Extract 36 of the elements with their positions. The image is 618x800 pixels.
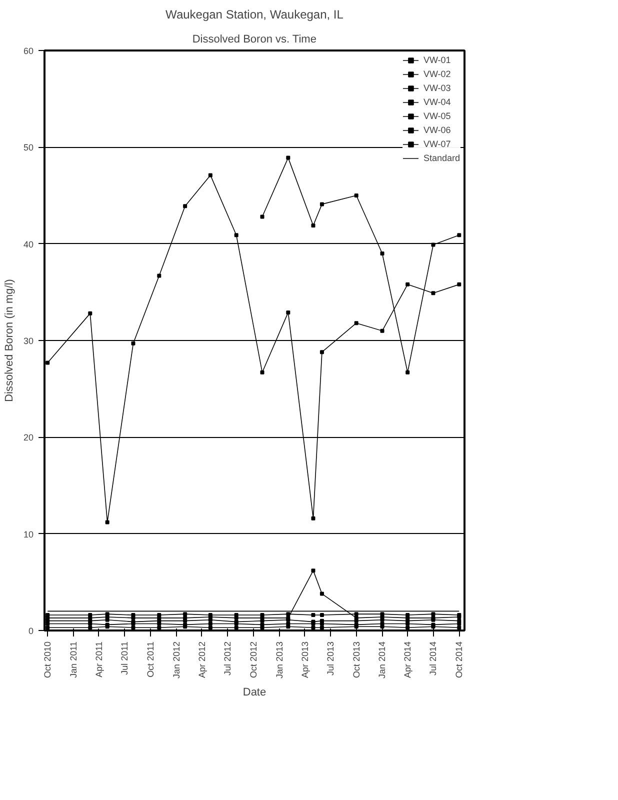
y-tick-label: 30 <box>23 336 34 346</box>
legend-label: VW-03 <box>423 82 451 94</box>
x-tick-label: Oct 2010 <box>42 641 53 678</box>
legend-label: VW-05 <box>423 110 451 122</box>
y-tick-label: 10 <box>23 529 34 540</box>
legend-label: VW-04 <box>423 96 451 108</box>
x-tick-label: Apr 2014 <box>402 641 413 678</box>
legend-label: VW-01 <box>423 54 451 66</box>
x-tick-label: Oct 2012 <box>248 641 259 678</box>
x-tick-label: Jan 2012 <box>171 641 182 679</box>
x-tick-label: Jul 2011 <box>120 642 130 675</box>
x-tick-label: Oct 2011 <box>145 641 156 678</box>
legend-label: Standard <box>423 152 460 164</box>
y-tick-label: 20 <box>23 432 34 443</box>
x-tick-label: Apr 2013 <box>300 641 310 678</box>
x-tick-label: Jan 2014 <box>377 641 388 679</box>
legend-label: VW-02 <box>423 68 451 80</box>
legend-label: VW-07 <box>423 138 451 150</box>
y-axis-title: Dissolved Boron (in mg/l) <box>3 279 16 402</box>
x-tick-label: Oct 2014 <box>454 641 464 678</box>
y-tick-label: 40 <box>23 239 34 250</box>
x-tick-label: Oct 2013 <box>351 641 362 678</box>
legend-label: VW-06 <box>423 124 451 136</box>
y-tick-label: 50 <box>23 142 34 153</box>
chart-subtitle: Dissolved Boron vs. Time <box>192 34 316 46</box>
y-tick-label: 60 <box>23 46 34 56</box>
chart-title: Waukegan Station, Waukegan, IL <box>166 8 344 22</box>
x-tick-label: Apr 2012 <box>196 641 207 678</box>
x-tick-label: Jan 2011 <box>68 641 79 678</box>
x-tick-label: Apr 2011 <box>94 642 104 678</box>
x-axis-title: Date <box>242 686 266 699</box>
x-tick-label: Jan 2013 <box>274 641 284 679</box>
x-tick-label: Jul 2013 <box>325 641 336 676</box>
x-tick-label: Jul 2012 <box>222 641 233 676</box>
x-tick-label: Jul 2014 <box>428 641 438 676</box>
y-tick-label: 0 <box>28 626 34 636</box>
